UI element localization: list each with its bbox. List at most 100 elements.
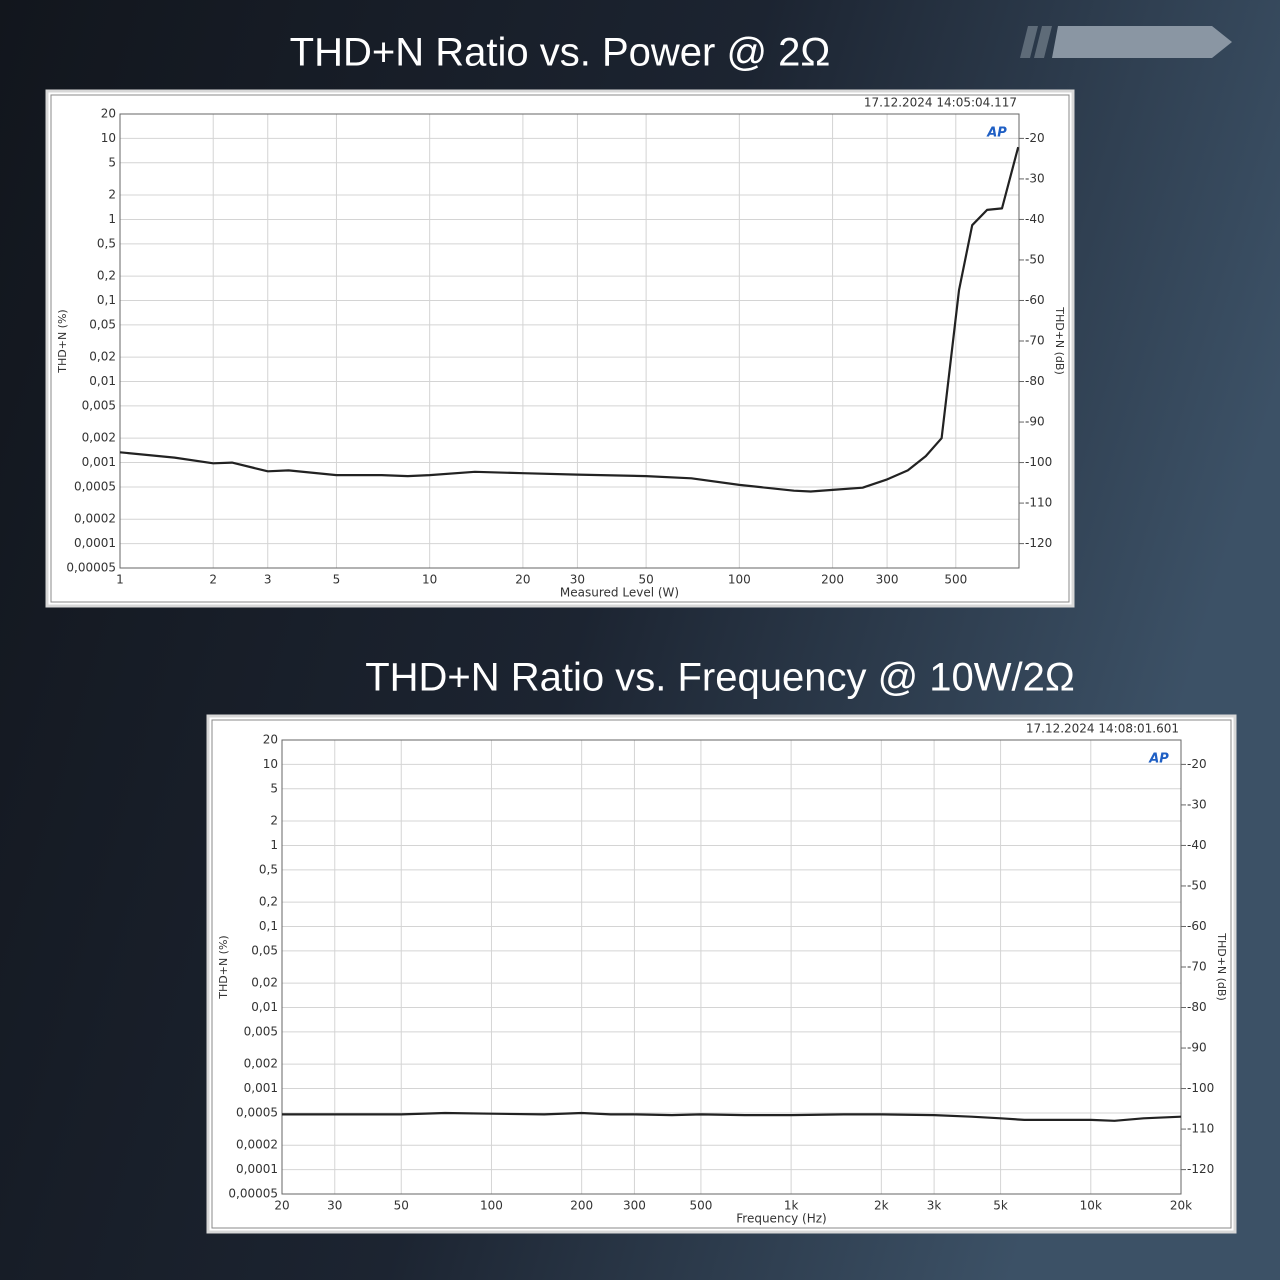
chart-title: THD+N Ratio vs. Power @ 2Ω <box>290 31 831 75</box>
x-tick-label: 5 <box>333 573 341 587</box>
x-tick-label: 20k <box>1170 1199 1192 1213</box>
y2-tick-label: -80 <box>1187 1000 1207 1014</box>
y-tick-label: 0,05 <box>89 317 116 331</box>
y-tick-label: 0,0001 <box>236 1162 278 1176</box>
logo: AP <box>1148 752 1169 767</box>
x-tick-label: 1k <box>784 1199 799 1213</box>
y-tick-label: 10 <box>101 131 116 145</box>
y2-tick-label: -80 <box>1025 374 1045 388</box>
decor-arrow <box>1020 26 1232 58</box>
y2-tick-label: -50 <box>1187 878 1207 892</box>
y-tick-label: 0,1 <box>97 293 116 307</box>
y-tick-label: 0,0001 <box>74 536 116 550</box>
y2-axis-label: THD+N (dB) <box>1215 932 1228 1001</box>
x-tick-label: 20 <box>515 573 530 587</box>
y2-tick-label: -70 <box>1187 960 1207 974</box>
y2-tick-label: -120 <box>1187 1162 1214 1176</box>
x-tick-label: 3k <box>927 1199 942 1213</box>
y2-axis-label: THD+N (dB) <box>1053 306 1066 375</box>
y2-tick-label: -70 <box>1025 334 1045 348</box>
x-tick-label: 30 <box>570 573 585 587</box>
y2-tick-label: -50 <box>1025 252 1045 266</box>
y-tick-label: 1 <box>108 212 116 226</box>
x-axis-label: Frequency (Hz) <box>736 1212 827 1226</box>
y2-tick-label: -110 <box>1187 1122 1214 1136</box>
x-tick-label: 200 <box>821 573 844 587</box>
x-tick-label: 50 <box>394 1199 409 1213</box>
y2-tick-label: -30 <box>1187 797 1207 811</box>
y-tick-label: 0,002 <box>82 431 116 445</box>
y-tick-label: 2 <box>108 188 116 202</box>
x-tick-label: 5k <box>993 1199 1008 1213</box>
y2-tick-label: -120 <box>1025 536 1052 550</box>
y2-tick-label: -100 <box>1025 455 1052 469</box>
y-tick-label: 0,2 <box>97 269 116 283</box>
y-tick-label: 0,05 <box>251 943 278 957</box>
y-tick-label: 0,001 <box>244 1081 278 1095</box>
y-tick-label: 20 <box>263 733 278 747</box>
y-tick-label: 2 <box>270 814 278 828</box>
y-tick-label: 0,0002 <box>74 512 116 526</box>
plot-area <box>119 113 1020 569</box>
y2-tick-label: -30 <box>1025 171 1045 185</box>
y2-tick-label: -90 <box>1025 415 1045 429</box>
x-tick-label: 300 <box>876 573 899 587</box>
x-tick-label: 50 <box>638 573 653 587</box>
x-tick-label: 20 <box>274 1199 289 1213</box>
y2-tick-label: -20 <box>1187 757 1207 771</box>
chart-title: THD+N Ratio vs. Frequency @ 10W/2Ω <box>365 656 1075 700</box>
y-tick-label: 0,5 <box>97 236 116 250</box>
y-tick-label: 5 <box>270 781 278 795</box>
y-tick-label: 0,0005 <box>74 479 116 493</box>
y2-tick-label: -90 <box>1187 1041 1207 1055</box>
y-tick-label: 1 <box>270 838 278 852</box>
x-tick-label: 10 <box>422 573 437 587</box>
plot-inner-border <box>211 719 1232 1229</box>
x-tick-label: 3 <box>264 573 272 587</box>
y-tick-label: 10 <box>263 757 278 771</box>
x-tick-label: 10k <box>1080 1199 1102 1213</box>
y-tick-label: 0,0005 <box>236 1105 278 1119</box>
y-tick-label: 5 <box>108 155 116 169</box>
y-tick-label: 0,005 <box>244 1024 278 1038</box>
data-line <box>282 1111 1182 1122</box>
chart-frame <box>45 89 1075 608</box>
y-axis-label: THD+N (%) <box>217 935 230 999</box>
x-tick-label: 500 <box>689 1199 712 1213</box>
x-axis-label: Measured Level (W) <box>560 586 679 600</box>
y2-tick-label: -100 <box>1187 1081 1214 1095</box>
x-tick-label: 30 <box>327 1199 342 1213</box>
timestamp: 17.12.2024 14:08:01.601 <box>1026 722 1179 736</box>
x-tick-label: 500 <box>944 573 967 587</box>
y-tick-label: 20 <box>101 107 116 121</box>
y-tick-label: 0,0002 <box>236 1138 278 1152</box>
timestamp: 17.12.2024 14:05:04.117 <box>864 96 1017 110</box>
y2-tick-label: -40 <box>1025 212 1045 226</box>
y2-tick-label: -60 <box>1187 919 1207 933</box>
y-tick-label: 0,00005 <box>66 561 116 575</box>
x-tick-label: 200 <box>570 1199 593 1213</box>
y-tick-label: 0,1 <box>259 919 278 933</box>
y-tick-label: 0,5 <box>259 862 278 876</box>
y2-tick-label: -60 <box>1025 293 1045 307</box>
chart-frame <box>206 714 1237 1234</box>
y2-tick-label: -40 <box>1187 838 1207 852</box>
x-tick-label: 2k <box>874 1199 889 1213</box>
x-tick-label: 300 <box>623 1199 646 1213</box>
y-tick-label: 0,02 <box>251 976 278 990</box>
y-tick-label: 0,2 <box>259 895 278 909</box>
y-tick-label: 0,00005 <box>228 1187 278 1201</box>
x-tick-label: 2 <box>209 573 217 587</box>
plot-inner-border <box>50 94 1070 603</box>
y2-tick-label: -110 <box>1025 496 1052 510</box>
y-tick-label: 0,02 <box>89 350 116 364</box>
plot-area <box>281 739 1182 1195</box>
x-tick-label: 1 <box>116 573 124 587</box>
y2-tick-label: -20 <box>1025 131 1045 145</box>
x-tick-label: 100 <box>728 573 751 587</box>
y-tick-label: 0,01 <box>89 374 116 388</box>
logo: AP <box>986 126 1007 141</box>
y-tick-label: 0,001 <box>82 455 116 469</box>
x-tick-label: 100 <box>480 1199 503 1213</box>
